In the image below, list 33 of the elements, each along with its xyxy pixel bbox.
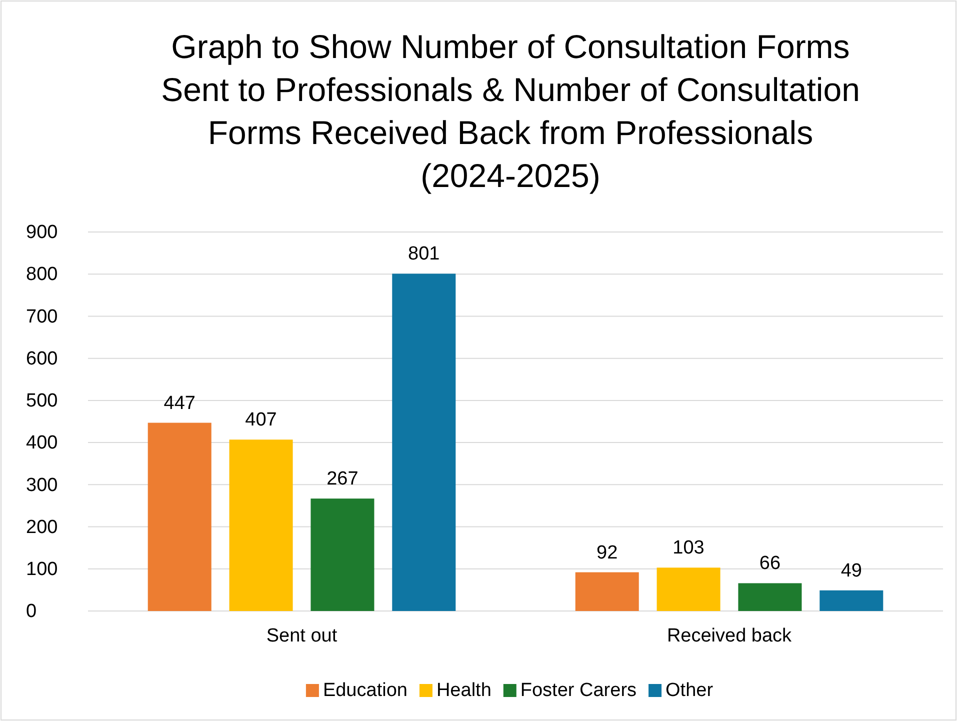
chart-title: Graph to Show Number of Consultation Forms Sent to Professionals & Number of Consultation Forms Received Back from Professionals (2024-2025) xyxy=(161,28,860,194)
y-tick-label: 700 xyxy=(26,306,58,328)
y-tick-label: 0 xyxy=(26,601,37,622)
y-tick-label: 600 xyxy=(26,348,58,370)
y-tick-label: 500 xyxy=(26,390,58,412)
data-label: 49 xyxy=(840,560,862,582)
legend-label: Foster Carers xyxy=(520,680,637,702)
y-tick-label: 900 xyxy=(26,222,58,244)
legend-label: Health xyxy=(436,680,492,702)
legend-label: Other xyxy=(666,680,714,702)
bar xyxy=(229,440,293,611)
data-label: 267 xyxy=(326,468,358,490)
data-label: 801 xyxy=(408,244,440,265)
data-label: 103 xyxy=(672,538,704,559)
bar xyxy=(656,568,720,611)
y-tick-label: 300 xyxy=(26,474,58,496)
bar xyxy=(575,572,639,611)
y-tick-label: 200 xyxy=(26,516,58,538)
x-tick-label: Sent out xyxy=(266,625,338,646)
data-label: 407 xyxy=(245,410,277,431)
legend-label: Education xyxy=(322,680,408,702)
x-tick-label: Received back xyxy=(666,625,792,646)
bar xyxy=(310,498,374,611)
bar xyxy=(148,422,212,611)
data-label: 66 xyxy=(759,553,781,574)
data-label: 447 xyxy=(164,392,196,414)
data-label: 92 xyxy=(596,542,618,564)
bar xyxy=(738,583,802,611)
y-tick-label: 400 xyxy=(26,432,58,454)
bar xyxy=(820,590,884,611)
y-tick-label: 100 xyxy=(26,558,58,580)
bar xyxy=(392,274,456,611)
y-tick-label: 800 xyxy=(26,264,58,286)
